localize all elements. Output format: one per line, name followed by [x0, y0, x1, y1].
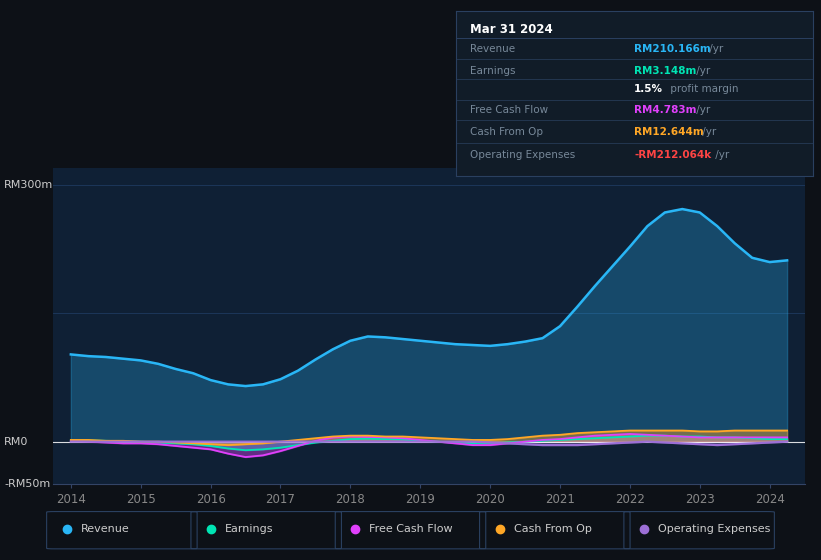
Text: Mar 31 2024: Mar 31 2024: [470, 23, 553, 36]
Text: -RM212.064k: -RM212.064k: [635, 150, 712, 160]
Text: profit margin: profit margin: [667, 84, 739, 94]
Text: /yr: /yr: [699, 127, 717, 137]
Text: Operating Expenses: Operating Expenses: [658, 524, 770, 534]
Text: Operating Expenses: Operating Expenses: [470, 150, 576, 160]
Text: Revenue: Revenue: [80, 524, 130, 534]
Text: RM12.644m: RM12.644m: [635, 127, 704, 137]
Text: Earnings: Earnings: [225, 524, 273, 534]
Text: /yr: /yr: [693, 66, 710, 76]
Text: -RM50m: -RM50m: [4, 479, 50, 489]
Text: Cash From Op: Cash From Op: [513, 524, 591, 534]
Text: /yr: /yr: [693, 105, 710, 115]
Text: RM0: RM0: [4, 437, 29, 447]
Text: Free Cash Flow: Free Cash Flow: [369, 524, 453, 534]
Text: /yr: /yr: [712, 150, 729, 160]
Text: RM210.166m: RM210.166m: [635, 44, 711, 54]
Text: Cash From Op: Cash From Op: [470, 127, 543, 137]
Text: RM4.783m: RM4.783m: [635, 105, 697, 115]
Text: Revenue: Revenue: [470, 44, 515, 54]
Text: 1.5%: 1.5%: [635, 84, 663, 94]
Text: RM300m: RM300m: [4, 180, 53, 190]
Text: Earnings: Earnings: [470, 66, 516, 76]
Text: Free Cash Flow: Free Cash Flow: [470, 105, 548, 115]
Text: RM3.148m: RM3.148m: [635, 66, 696, 76]
Text: /yr: /yr: [706, 44, 723, 54]
